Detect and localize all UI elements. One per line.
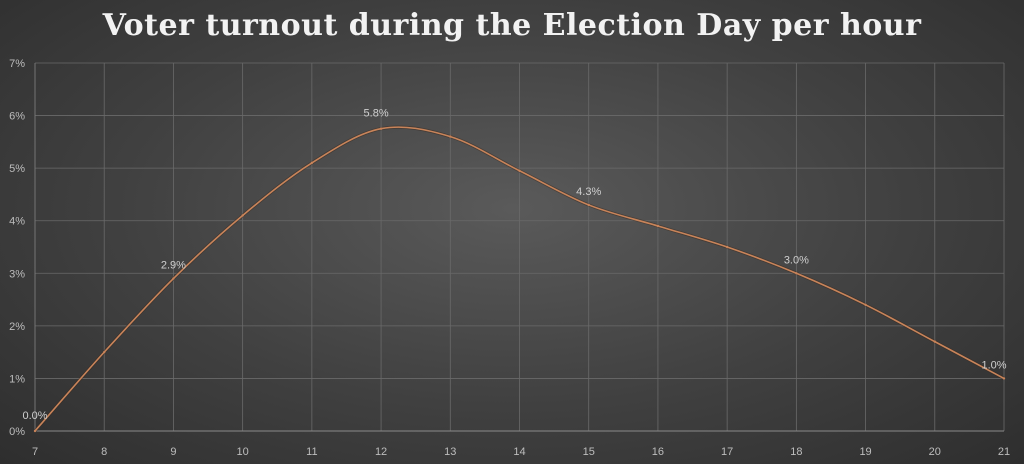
y-tick-label: 7%	[9, 58, 25, 70]
x-tick-label: 17	[721, 446, 733, 458]
data-point	[725, 245, 729, 249]
data-point	[656, 224, 660, 228]
x-tick-label: 7	[32, 446, 38, 458]
y-tick-label: 3%	[9, 268, 25, 280]
data-point	[449, 135, 452, 138]
x-tick-label: 11	[306, 446, 317, 458]
y-tick-label: 5%	[9, 163, 25, 175]
data-point	[172, 277, 175, 280]
data-point	[933, 340, 936, 343]
x-tick-label: 10	[237, 446, 249, 458]
x-tick-label: 12	[375, 446, 387, 458]
data-label: 1.0%	[981, 359, 1006, 371]
data-point	[103, 350, 106, 354]
x-tick-label: 8	[101, 446, 107, 458]
x-tick-label: 13	[444, 446, 456, 458]
data-point	[1002, 377, 1006, 380]
data-label: 0.0%	[22, 410, 47, 422]
data-label: 5.8%	[364, 108, 389, 120]
x-tick-label: 19	[859, 446, 871, 458]
data-label: 3.0%	[784, 254, 809, 266]
y-tick-label: 1%	[9, 373, 25, 385]
y-tick-label: 4%	[9, 216, 25, 228]
data-point	[795, 272, 798, 275]
data-point	[33, 429, 37, 433]
x-tick-label: 16	[652, 446, 664, 458]
x-tick-label: 9	[170, 446, 176, 458]
data-point	[310, 161, 314, 165]
data-point	[587, 203, 590, 207]
chart-title: Voter turnout during the Election Day pe…	[102, 8, 922, 43]
data-label: 2.9%	[161, 260, 186, 272]
grid-lines	[34, 62, 1005, 431]
x-tick-label: 15	[583, 446, 595, 458]
data-point	[864, 303, 867, 307]
y-tick-label: 6%	[9, 111, 25, 123]
data-labels: 0.0% 2.9% 5.8% 4.3% 3.0% 1.0%	[22, 108, 1006, 422]
data-label: 4.3%	[576, 186, 601, 198]
y-tick-label: 0%	[9, 426, 25, 438]
x-tick-label: 20	[929, 446, 941, 458]
series-layer	[33, 125, 1006, 433]
x-tick-label: 21	[998, 446, 1010, 458]
y-tick-label: 2%	[9, 321, 25, 333]
data-point	[379, 127, 383, 130]
data-point	[518, 169, 521, 172]
tick-labels: 0% 1% 2% 3% 4% 5% 6% 7% 7 8 9 10 11 12 13 14 15 16 17 18 19 2…	[9, 58, 1010, 458]
x-tick-label: 18	[790, 446, 802, 458]
axes	[34, 63, 1004, 432]
x-tick-label: 14	[513, 446, 525, 458]
data-point	[241, 214, 244, 217]
